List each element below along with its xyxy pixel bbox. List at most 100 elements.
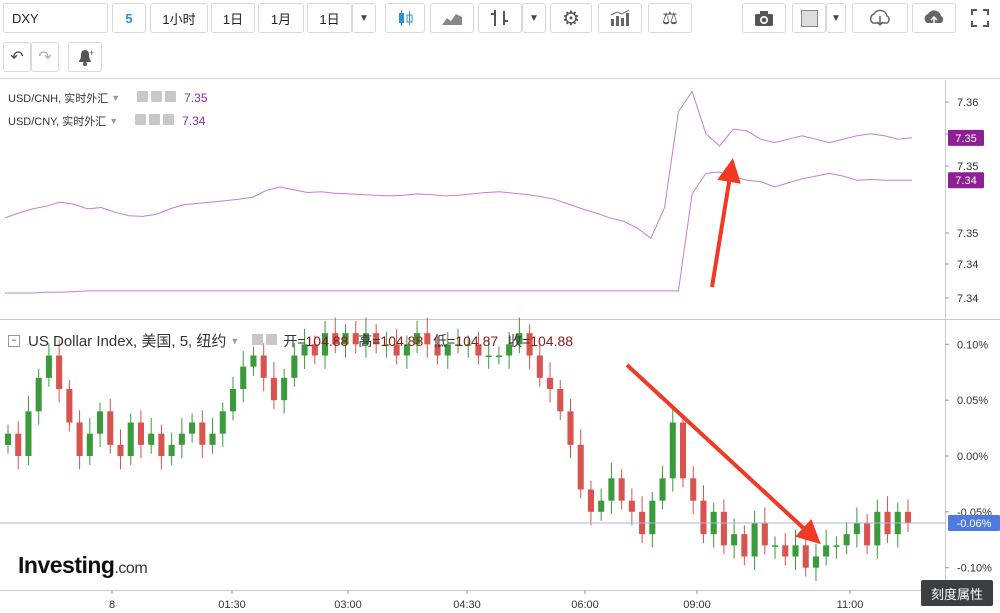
area-chart-button[interactable]: [430, 3, 474, 33]
candle-body: [690, 478, 697, 501]
fullscreen-button[interactable]: [962, 3, 998, 33]
indicators-button[interactable]: [598, 3, 642, 33]
candle-body: [352, 333, 359, 345]
settings-button[interactable]: ⚙: [550, 3, 592, 33]
candle-body: [107, 411, 114, 445]
candle-body: [291, 355, 298, 378]
last-price-badge: [948, 515, 1000, 531]
last-price-label: -0.06%: [957, 518, 992, 530]
interval-1d-button[interactable]: 1日: [211, 3, 255, 33]
candle-body: [782, 545, 789, 557]
candle-body: [454, 344, 462, 346]
candle-body: [516, 333, 523, 345]
main-series-title: US Dollar Index, 美国, 5, 纽约: [28, 333, 227, 350]
legend-series-0-name: USD/CNH, 实时外汇: [8, 93, 109, 105]
x-tick-label: 11:00: [837, 599, 864, 611]
candle-body: [465, 344, 472, 346]
undo-icon: ↶: [10, 49, 24, 66]
interval-1m-button[interactable]: 1月: [258, 3, 304, 33]
candle-body: [618, 478, 625, 501]
y-tick-label: -0.10%: [957, 563, 992, 575]
candle-body: [158, 433, 165, 456]
alert-button[interactable]: +: [68, 42, 102, 72]
legend-series-1: USD/CNY, 实时外汇 ▼ 7.34: [8, 113, 205, 129]
candle-body: [15, 433, 22, 456]
candle-body: [414, 333, 421, 345]
caret-down-icon[interactable]: ▼: [111, 93, 121, 103]
undo-button[interactable]: ↶: [3, 42, 31, 72]
candle-body: [4, 433, 12, 445]
candle-body: [373, 333, 380, 345]
chart-top-border: [0, 78, 1000, 79]
candle-body: [240, 366, 247, 389]
x-tick-label: 06:00: [571, 599, 599, 611]
legend-series-1-value: 7.34: [182, 114, 206, 128]
save-chart-button[interactable]: [912, 3, 956, 33]
candlestick-icon: [399, 10, 413, 26]
candle-body: [322, 333, 329, 356]
candle-body: [506, 344, 513, 356]
color-dropdown[interactable]: ▼: [826, 3, 846, 33]
candle-body: [587, 489, 594, 512]
interval-1h-button[interactable]: 1小时: [150, 3, 208, 33]
gear-icon[interactable]: [149, 114, 161, 125]
series-line-0: [4, 90, 913, 240]
candle-body: [342, 333, 349, 345]
candle-type-button[interactable]: [385, 3, 425, 33]
candle-body: [659, 478, 666, 501]
area-chart-icon: [442, 14, 462, 25]
screenshot-button[interactable]: [742, 3, 786, 33]
candle-body: [199, 422, 206, 445]
color-button[interactable]: [792, 3, 826, 33]
collapse-icon[interactable]: −: [8, 334, 20, 347]
range-1d-button[interactable]: 1日: [307, 3, 352, 33]
caret-down-icon[interactable]: ▼: [230, 335, 240, 346]
redo-button[interactable]: ↷: [31, 42, 59, 72]
candle-body: [874, 511, 881, 546]
y-tick-label: 0.10%: [957, 339, 988, 351]
last-value-label-1: 7.34: [955, 175, 976, 187]
candle-body: [812, 556, 819, 568]
candle-body: [853, 523, 860, 535]
bar-chart-button[interactable]: [478, 3, 522, 33]
eye-icon[interactable]: [252, 334, 264, 345]
candle-body: [526, 333, 533, 356]
candle-body: [45, 355, 52, 378]
eye-icon[interactable]: [137, 91, 149, 102]
camera-icon: [755, 11, 773, 26]
candle-body: [577, 444, 584, 490]
candle-body: [424, 333, 431, 345]
load-chart-button[interactable]: [852, 3, 908, 33]
interval-5-button[interactable]: 5: [112, 3, 146, 33]
candle-body: [444, 344, 451, 356]
candle-body: [547, 377, 554, 389]
gear-icon[interactable]: [151, 91, 163, 102]
candle-body: [669, 422, 676, 479]
candle-body: [761, 523, 768, 546]
gear-icon[interactable]: [266, 334, 278, 345]
candle-body: [772, 545, 779, 547]
candle-body: [393, 344, 400, 356]
candle-body: [485, 355, 492, 357]
interval-dropdown-button[interactable]: ▼: [352, 3, 376, 33]
fullscreen-icon: [971, 9, 989, 27]
legend-controls: [134, 91, 177, 105]
legend-controls: [249, 332, 278, 349]
candle-body: [557, 389, 564, 412]
symbol-input[interactable]: DXY: [3, 3, 108, 33]
caret-down-icon: ▼: [529, 12, 539, 24]
legend-series-0: USD/CNH, 实时外汇 ▼ 7.35: [8, 90, 208, 106]
annotation-arrow-up: [710, 158, 741, 288]
candle-body: [904, 511, 912, 523]
close-icon[interactable]: [163, 114, 175, 125]
eye-icon[interactable]: [135, 114, 147, 125]
redo-icon: ↷: [38, 49, 52, 66]
chart-type-dropdown[interactable]: ▼: [522, 3, 546, 33]
candle-body: [35, 377, 42, 412]
caret-down-icon[interactable]: ▼: [109, 116, 119, 126]
close-icon[interactable]: [165, 91, 177, 102]
candle-body: [700, 500, 707, 535]
y-tick-label: 7.36: [957, 97, 978, 109]
compare-button[interactable]: ⚖: [648, 3, 692, 33]
